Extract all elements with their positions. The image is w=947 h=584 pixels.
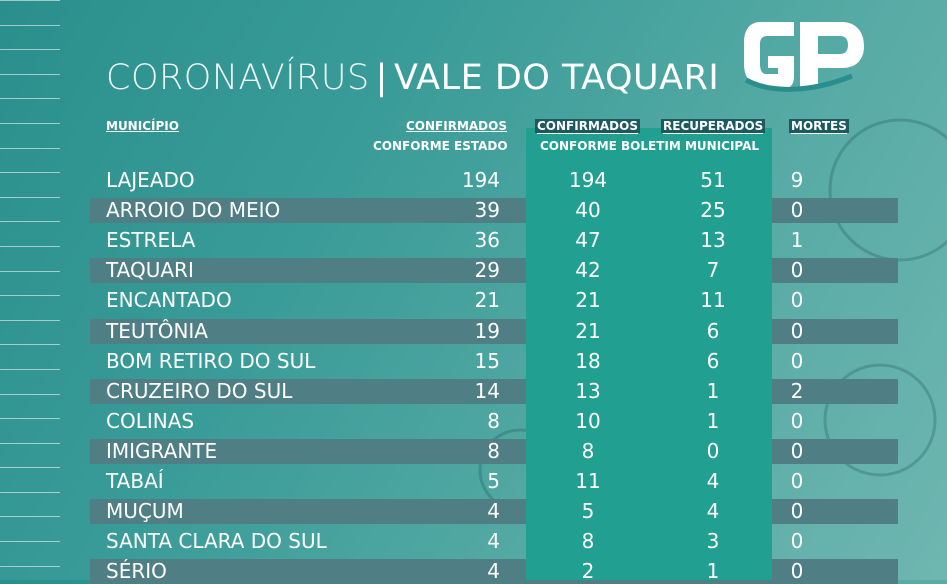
municipio-cell: TABAÍ: [106, 469, 164, 493]
header-confirmados-estado: CONFIRMADOS: [406, 119, 507, 133]
confirmados-estado-cell: 29: [474, 258, 500, 283]
confirmados-boletim-cell: 10: [575, 408, 601, 433]
confirmados-boletim-cell: 2: [581, 559, 595, 584]
recuperados-cell: 11: [700, 288, 726, 313]
confirmados-estado-cell: 39: [474, 198, 500, 223]
left-decorative-lines: [0, 0, 60, 580]
recuperados-cell: 3: [706, 529, 720, 554]
municipio-cell: TAQUARI: [106, 258, 194, 283]
mortes-cell: 0: [790, 258, 804, 283]
confirmados-boletim-cell: 194: [568, 168, 608, 192]
confirmados-estado-cell: 8: [487, 408, 500, 433]
confirmados-estado-cell: 5: [487, 469, 500, 493]
mortes-cell: 0: [790, 408, 804, 433]
mortes-cell: 0: [790, 348, 804, 373]
confirmados-estado-cell: 21: [474, 288, 500, 313]
confirmados-boletim-cell: 47: [575, 228, 601, 253]
recuperados-cell: 7: [706, 258, 720, 283]
mortes-cell: 0: [790, 288, 804, 313]
confirmados-estado-cell: 4: [487, 559, 500, 584]
mortes-cell: 0: [790, 559, 804, 584]
recuperados-cell: 1: [706, 408, 720, 433]
confirmados-estado-cell: 8: [487, 438, 500, 463]
recuperados-cell: 4: [706, 499, 720, 524]
confirmados-boletim-cell: 21: [575, 288, 601, 313]
header-mortes: MORTES: [789, 119, 849, 134]
recuperados-cell: 6: [706, 348, 720, 373]
confirmados-boletim-cell: 18: [575, 348, 601, 373]
highlight-column-band: [526, 128, 772, 580]
header-municipio: MUNICÍPIO: [106, 119, 179, 133]
recuperados-cell: 13: [700, 228, 726, 253]
mortes-cell: 0: [790, 198, 804, 223]
page-title: CORONAVÍRUS | VALE DO TAQUARI: [106, 58, 719, 98]
mortes-cell: 0: [790, 438, 804, 463]
confirmados-boletim-cell: 21: [575, 318, 601, 343]
confirmados-estado-cell: 15: [474, 348, 500, 373]
title-strong: VALE DO TAQUARI: [393, 58, 720, 98]
recuperados-cell: 1: [706, 559, 720, 584]
mortes-cell: 0: [790, 469, 804, 493]
title-separator: |: [375, 58, 388, 98]
municipio-cell: IMIGRANTE: [106, 438, 218, 463]
municipio-cell: CRUZEIRO DO SUL: [106, 378, 293, 403]
municipio-cell: SANTA CLARA DO SUL: [106, 529, 327, 554]
confirmados-estado-cell: 19: [474, 318, 500, 343]
gp-logo-icon: GP: [742, 18, 866, 92]
municipio-cell: LAJEADO: [106, 168, 195, 192]
confirmados-estado-cell: 4: [487, 499, 500, 524]
confirmados-estado-cell: 36: [474, 228, 500, 253]
municipio-cell: MUÇUM: [106, 499, 184, 524]
municipio-cell: BOM RETIRO DO SUL: [106, 348, 316, 373]
municipio-cell: ESTRELA: [106, 228, 196, 253]
confirmados-boletim-cell: 8: [581, 438, 595, 463]
recuperados-cell: 51: [700, 168, 726, 192]
header-recuperados: RECUPERADOS: [661, 119, 766, 134]
recuperados-cell: 1: [706, 378, 720, 403]
header-conforme-boletim: CONFORME BOLETIM MUNICIPAL: [540, 139, 760, 153]
confirmados-boletim-cell: 42: [575, 258, 601, 283]
mortes-cell: 2: [790, 378, 804, 403]
recuperados-cell: 6: [706, 318, 720, 343]
municipio-cell: ENCANTADO: [106, 288, 232, 313]
recuperados-cell: 0: [706, 438, 720, 463]
mortes-cell: 0: [790, 318, 804, 343]
municipio-cell: TEUTÔNIA: [106, 318, 208, 343]
confirmados-boletim-cell: 5: [581, 499, 595, 524]
recuperados-cell: 25: [700, 198, 726, 223]
recuperados-cell: 4: [706, 469, 720, 493]
municipio-cell: COLINAS: [106, 408, 195, 433]
confirmados-boletim-cell: 11: [575, 469, 601, 493]
confirmados-boletim-cell: 8: [581, 529, 595, 554]
header-conforme-estado: CONFORME ESTADO: [373, 139, 508, 153]
confirmados-estado-cell: 14: [474, 378, 500, 403]
confirmados-estado-cell: 194: [461, 168, 500, 192]
mortes-cell: 0: [790, 499, 804, 524]
header-confirmados-boletim: CONFIRMADOS: [535, 119, 640, 134]
confirmados-estado-cell: 4: [487, 529, 500, 554]
mortes-cell: 0: [790, 529, 804, 554]
title-light: CORONAVÍRUS: [106, 58, 370, 98]
municipio-cell: SÉRIO: [106, 559, 167, 584]
confirmados-boletim-cell: 13: [575, 378, 601, 403]
confirmados-boletim-cell: 40: [575, 198, 601, 223]
municipio-cell: ARROIO DO MEIO: [106, 198, 281, 223]
mortes-cell: 9: [790, 168, 804, 192]
mortes-cell: 1: [790, 228, 804, 253]
